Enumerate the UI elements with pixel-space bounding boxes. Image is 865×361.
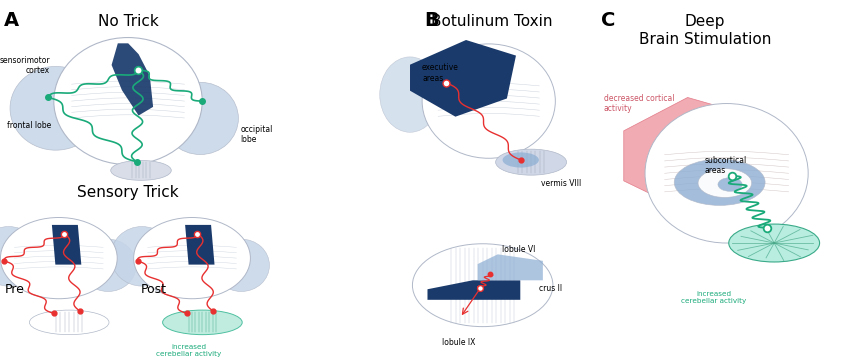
Text: Botulinum Toxin: Botulinum Toxin bbox=[431, 14, 552, 30]
Text: Deep
Brain Stimulation: Deep Brain Stimulation bbox=[638, 14, 772, 47]
Text: increased
cerebellar activity: increased cerebellar activity bbox=[681, 291, 746, 304]
Ellipse shape bbox=[718, 178, 742, 191]
Ellipse shape bbox=[163, 310, 242, 335]
Ellipse shape bbox=[80, 239, 137, 292]
Ellipse shape bbox=[133, 217, 251, 299]
Text: executive
areas: executive areas bbox=[422, 63, 459, 83]
Ellipse shape bbox=[29, 310, 109, 335]
Text: occipital
lobe: occipital lobe bbox=[240, 125, 272, 144]
Ellipse shape bbox=[163, 82, 239, 155]
Text: B: B bbox=[424, 11, 439, 30]
Polygon shape bbox=[624, 97, 748, 206]
Polygon shape bbox=[112, 43, 153, 116]
Text: subcortical
areas: subcortical areas bbox=[705, 156, 747, 175]
Ellipse shape bbox=[111, 227, 173, 286]
Ellipse shape bbox=[1, 217, 118, 299]
Ellipse shape bbox=[214, 239, 270, 292]
Ellipse shape bbox=[698, 169, 752, 197]
Polygon shape bbox=[427, 280, 521, 300]
Ellipse shape bbox=[111, 160, 171, 180]
Text: vermis VIII: vermis VIII bbox=[541, 179, 582, 188]
Ellipse shape bbox=[496, 149, 567, 175]
Ellipse shape bbox=[54, 38, 202, 165]
Ellipse shape bbox=[0, 227, 40, 286]
Text: crus II: crus II bbox=[539, 284, 562, 293]
Polygon shape bbox=[410, 40, 516, 117]
Text: lobule VI: lobule VI bbox=[502, 245, 535, 254]
Ellipse shape bbox=[413, 244, 553, 327]
Text: sensorimotor
cortex: sensorimotor cortex bbox=[0, 56, 50, 75]
Text: lobule IX: lobule IX bbox=[442, 338, 475, 347]
Ellipse shape bbox=[729, 224, 820, 262]
Text: frontal lobe: frontal lobe bbox=[7, 121, 51, 130]
Text: Pre: Pre bbox=[4, 283, 24, 296]
Text: C: C bbox=[601, 11, 616, 30]
Text: A: A bbox=[4, 11, 19, 30]
Text: increased
cerebellar activity: increased cerebellar activity bbox=[156, 344, 221, 357]
Polygon shape bbox=[477, 254, 543, 280]
Text: Post: Post bbox=[141, 283, 167, 296]
Ellipse shape bbox=[380, 57, 440, 132]
Text: Sensory Trick: Sensory Trick bbox=[77, 185, 179, 200]
Ellipse shape bbox=[422, 44, 555, 158]
Text: decreased cortical
activity: decreased cortical activity bbox=[604, 94, 675, 113]
Text: No Trick: No Trick bbox=[98, 14, 158, 30]
Ellipse shape bbox=[503, 152, 539, 168]
Ellipse shape bbox=[645, 104, 808, 243]
Polygon shape bbox=[185, 225, 215, 265]
Ellipse shape bbox=[10, 66, 101, 150]
Ellipse shape bbox=[675, 159, 766, 205]
Polygon shape bbox=[52, 225, 81, 265]
